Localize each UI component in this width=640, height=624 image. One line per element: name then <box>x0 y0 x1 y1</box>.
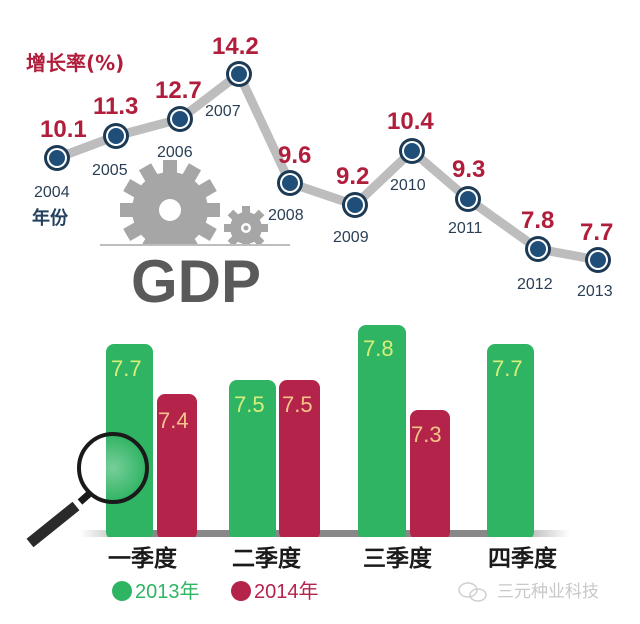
category-label-q3: 三季度 <box>363 545 433 572</box>
growth-line <box>55 69 599 265</box>
bar-label-q2-2014: 7.5 <box>282 392 313 417</box>
year-label-2013: 2013 <box>577 283 613 300</box>
marker-2008 <box>277 170 303 196</box>
bar-q3-2014 <box>410 410 450 540</box>
year-label-2012: 2012 <box>517 276 553 293</box>
legend-swatch-2013 <box>112 581 132 601</box>
year-label-2005: 2005 <box>92 162 128 179</box>
baseline-mask <box>80 537 580 545</box>
marker-2005 <box>103 123 129 149</box>
category-label-q2: 二季度 <box>232 545 302 572</box>
gear-mask <box>95 244 295 274</box>
marker-2013 <box>585 247 611 273</box>
bar-label-q1-2013: 7.7 <box>111 356 142 381</box>
ground-line <box>100 244 290 246</box>
marker-2004 <box>44 145 70 171</box>
marker-2012 <box>525 236 551 262</box>
watermark: 三元种业科技 <box>458 582 599 602</box>
value-label-2009: 9.2 <box>336 163 369 190</box>
legend-label-2013: 2013年 <box>135 580 200 603</box>
line-year-labels: 2004 2005 2006 2007 2008 2009 2010 2011 … <box>34 103 613 300</box>
legend-swatch-2014 <box>231 581 251 601</box>
value-label-2005: 11.3 <box>93 93 138 120</box>
year-label-2006: 2006 <box>157 144 193 161</box>
value-label-2004: 10.1 <box>40 116 87 143</box>
marker-2006 <box>167 106 193 132</box>
bar-value-labels: 7.7 7.4 7.5 7.5 7.8 7.3 7.7 <box>111 336 523 447</box>
bar-q2-2014 <box>279 380 320 540</box>
bar-q3-2013 <box>358 325 406 540</box>
watermark-text: 三元种业科技 <box>497 582 599 602</box>
year-label-2009: 2009 <box>333 229 369 246</box>
y-axis-label: 增长率(%) <box>26 51 124 75</box>
value-label-2012: 7.8 <box>521 207 554 234</box>
value-label-2013: 7.7 <box>580 219 613 246</box>
bar-label-q4-2013: 7.7 <box>492 356 523 381</box>
marker-2011 <box>455 186 481 212</box>
bar-label-q1-2014: 7.4 <box>158 408 189 433</box>
bar-label-q3-2014: 7.3 <box>411 422 442 447</box>
bar-label-q3-2013: 7.8 <box>363 336 394 361</box>
year-label-2011: 2011 <box>448 220 483 237</box>
gdp-logo-text: GDP <box>131 248 261 315</box>
wechat-icon <box>458 582 487 602</box>
value-label-2010: 10.4 <box>387 108 434 135</box>
year-label-2008: 2008 <box>268 207 304 224</box>
value-label-2007: 14.2 <box>212 33 259 60</box>
value-label-2011: 9.3 <box>452 156 485 183</box>
category-label-q4: 四季度 <box>488 545 558 572</box>
year-label-2004: 2004 <box>34 184 70 201</box>
bar-q1-2014 <box>157 394 197 540</box>
value-label-2008: 9.6 <box>278 142 311 169</box>
year-label-2007: 2007 <box>205 103 241 120</box>
line-markers <box>44 61 611 273</box>
bar-label-q2-2013: 7.5 <box>234 392 265 417</box>
marker-2010 <box>399 138 425 164</box>
bar-q4-2013 <box>487 344 534 540</box>
legend: 2013年 2014年 <box>112 580 319 603</box>
marker-2007 <box>226 61 252 87</box>
marker-2009 <box>342 192 368 218</box>
year-label-2010: 2010 <box>390 177 426 194</box>
value-label-2006: 12.7 <box>155 77 202 104</box>
bars <box>106 325 534 540</box>
x-axis-label: 年份 <box>32 207 69 229</box>
magnifier-icon <box>26 432 149 548</box>
bar-baseline-shadow <box>80 530 570 540</box>
line-value-labels: 10.1 11.3 12.7 14.2 9.6 9.2 10.4 9.3 7.8… <box>40 33 613 246</box>
legend-label-2014: 2014年 <box>254 580 319 603</box>
bar-q2-2013 <box>229 380 276 540</box>
category-label-q1: 一季度 <box>108 545 178 572</box>
